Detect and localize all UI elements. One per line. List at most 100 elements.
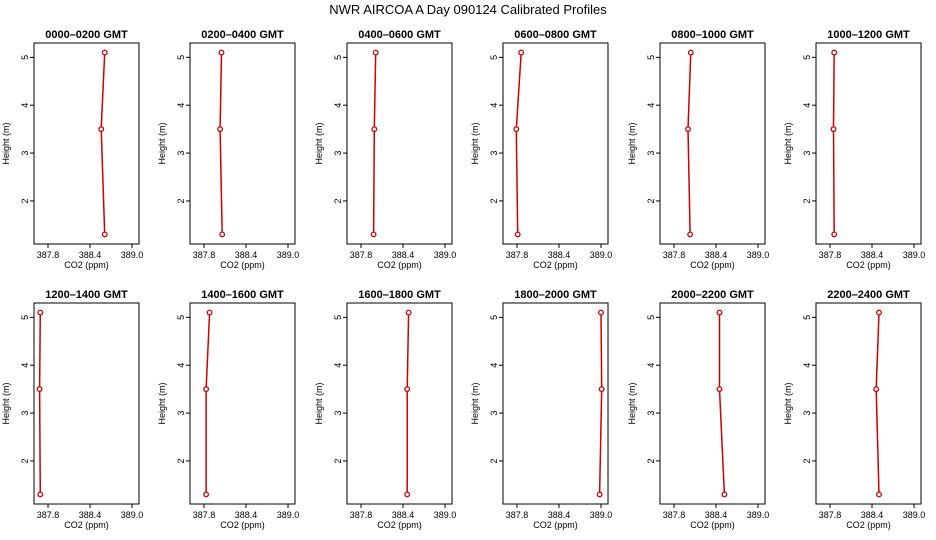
x-tick-label: 388.4 (705, 510, 728, 520)
x-tick-label: 387.8 (350, 510, 373, 520)
data-point (513, 126, 520, 133)
x-axis-label: CO2 (ppm) (690, 260, 735, 270)
profile-line (598, 312, 603, 495)
data-point (518, 49, 525, 56)
y-axis-label: Height (m) (627, 122, 637, 164)
y-tick-label: 5 (489, 315, 499, 320)
plot-frame (502, 302, 609, 505)
data-point (598, 386, 605, 393)
x-tick-label: 389.0 (121, 510, 144, 520)
y-axis-label: Height (m) (314, 382, 324, 424)
data-point (404, 386, 411, 393)
y-tick-label: 2 (489, 458, 499, 463)
x-axis-label: CO2 (ppm) (846, 520, 891, 530)
x-tick-label: 388.4 (235, 250, 258, 260)
plot-frame (815, 42, 922, 245)
x-axis-label: CO2 (ppm) (533, 520, 578, 530)
x-axis-label: CO2 (ppm) (846, 260, 891, 270)
profile-line (515, 52, 522, 235)
data-point (219, 231, 226, 238)
panel-title: 0600–0800 GMT (514, 29, 597, 41)
plot-frame (189, 302, 296, 505)
plot-frame (659, 302, 766, 505)
x-tick-label: 387.8 (193, 510, 216, 520)
x-tick-label: 387.8 (663, 250, 686, 260)
y-tick-label: 2 (333, 198, 343, 203)
y-tick-label: 4 (489, 363, 499, 368)
x-tick-label: 387.8 (819, 250, 842, 260)
y-tick-label: 3 (333, 411, 343, 416)
y-tick-label: 3 (802, 151, 812, 156)
y-tick-label: 4 (802, 363, 812, 368)
y-axis-label: Height (m) (783, 122, 793, 164)
x-tick-label: 389.0 (747, 510, 770, 520)
y-axis-label: Height (m) (1, 122, 11, 164)
x-tick-label: 388.4 (392, 510, 415, 520)
data-point (203, 491, 210, 498)
panel-title: 0800–1000 GMT (671, 29, 754, 41)
profile-line (38, 312, 42, 495)
y-tick-label: 5 (20, 315, 30, 320)
y-axis-label: Height (m) (470, 122, 480, 164)
panel-title: 1400–1600 GMT (201, 289, 284, 301)
y-tick-label: 5 (20, 55, 30, 60)
panel-title: 0200–0400 GMT (201, 29, 284, 41)
y-axis-label: Height (m) (157, 382, 167, 424)
x-tick-label: 387.8 (663, 510, 686, 520)
x-tick-label: 387.8 (37, 250, 60, 260)
y-tick-label: 5 (802, 315, 812, 320)
x-tick-label: 387.8 (350, 250, 373, 260)
plot-frame (815, 302, 922, 505)
y-tick-label: 3 (20, 151, 30, 156)
data-point (98, 126, 105, 133)
x-tick-label: 389.0 (277, 250, 300, 260)
y-tick-label: 3 (646, 151, 656, 156)
x-tick-label: 388.4 (392, 250, 415, 260)
plot-frame (502, 42, 609, 245)
x-axis-label: CO2 (ppm) (220, 260, 265, 270)
x-tick-label: 389.0 (903, 250, 926, 260)
y-tick-label: 3 (802, 411, 812, 416)
data-point (685, 126, 691, 133)
data-point (831, 49, 838, 56)
plot-frame (659, 42, 766, 245)
data-point (721, 491, 728, 498)
data-point (206, 309, 213, 316)
y-tick-label: 4 (489, 103, 499, 108)
y-tick-label: 5 (646, 315, 656, 320)
x-axis-label: CO2 (ppm) (64, 520, 109, 530)
y-tick-label: 5 (802, 55, 812, 60)
data-point (876, 491, 882, 498)
data-point (514, 231, 521, 238)
x-tick-label: 389.0 (277, 510, 300, 520)
x-tick-label: 387.8 (506, 510, 529, 520)
profile-line (875, 312, 880, 495)
x-axis-label: CO2 (ppm) (533, 260, 578, 270)
profile-line (832, 52, 835, 235)
y-tick-label: 5 (176, 55, 186, 60)
y-tick-label: 2 (176, 198, 186, 203)
data-point (371, 126, 378, 133)
x-tick-label: 389.0 (590, 510, 613, 520)
data-point (876, 309, 882, 316)
profile-line (718, 312, 726, 495)
panel-title: 2200–2400 GMT (827, 289, 910, 301)
panel-title: 0000–0200 GMT (45, 29, 128, 41)
data-point (873, 386, 880, 393)
y-tick-label: 5 (646, 55, 656, 60)
profile-line (219, 52, 223, 235)
x-tick-label: 388.4 (861, 510, 884, 520)
y-tick-label: 2 (646, 198, 656, 203)
plot-frame (346, 42, 453, 245)
x-tick-label: 389.0 (903, 510, 926, 520)
panel-title: 1200–1400 GMT (45, 289, 128, 301)
data-point (217, 126, 224, 133)
y-tick-label: 3 (176, 411, 186, 416)
x-tick-label: 389.0 (434, 510, 457, 520)
data-point (598, 309, 604, 316)
data-point (716, 386, 723, 393)
y-axis-label: Height (m) (783, 382, 793, 424)
x-tick-label: 388.4 (235, 510, 258, 520)
data-point (37, 491, 44, 498)
